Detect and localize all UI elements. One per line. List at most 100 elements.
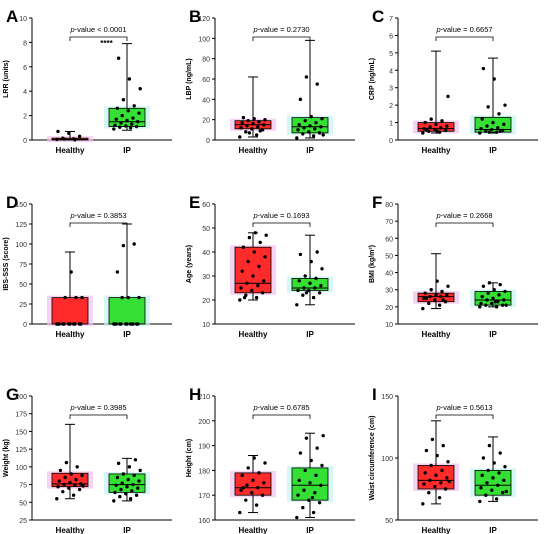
data-point bbox=[251, 122, 255, 126]
data-point bbox=[77, 134, 82, 139]
data-point bbox=[240, 269, 244, 273]
data-point bbox=[239, 286, 243, 290]
y-tick-label: 60 bbox=[385, 236, 393, 243]
data-point bbox=[120, 113, 124, 118]
y-tick-label: 200 bbox=[198, 419, 210, 426]
x-category-label: Healthy bbox=[56, 526, 85, 534]
data-point bbox=[121, 243, 126, 248]
y-tick-label: 75 bbox=[19, 483, 27, 490]
data-point bbox=[314, 276, 318, 281]
significance-bracket bbox=[69, 222, 128, 227]
data-point bbox=[428, 125, 432, 129]
data-point bbox=[427, 491, 431, 495]
y-tick-label: 30 bbox=[385, 288, 393, 295]
data-point bbox=[132, 104, 136, 108]
data-point bbox=[422, 482, 426, 486]
data-point bbox=[428, 294, 432, 299]
panel-e: E 10 20 30 40 50 60 Age (years) Healthy IP p-value… bbox=[186, 193, 355, 339]
data-point bbox=[112, 127, 116, 131]
data-point bbox=[427, 129, 431, 133]
x-category-label: Healthy bbox=[422, 330, 451, 339]
y-tick-label: 10 bbox=[202, 322, 210, 329]
data-point bbox=[480, 473, 484, 478]
y-tick-label: 190 bbox=[198, 444, 210, 451]
data-point bbox=[491, 120, 495, 125]
panel-letter: G bbox=[6, 385, 19, 404]
data-point bbox=[307, 498, 311, 502]
x-category-label: IP bbox=[489, 330, 497, 339]
data-point bbox=[251, 478, 255, 483]
data-point bbox=[125, 118, 129, 123]
data-point bbox=[478, 499, 482, 504]
significance-stars: **** bbox=[100, 39, 113, 48]
data-point bbox=[498, 282, 502, 287]
data-point bbox=[298, 252, 303, 257]
data-point bbox=[443, 128, 448, 133]
data-point bbox=[492, 77, 496, 81]
data-point bbox=[80, 473, 84, 478]
data-point bbox=[490, 301, 494, 306]
data-point bbox=[262, 123, 266, 127]
y-tick-label: 0 bbox=[389, 138, 393, 145]
data-point bbox=[434, 473, 438, 478]
data-point bbox=[481, 284, 486, 288]
panel-b: B 0 20 40 60 80 100 120 LBP (ng/mL) Healthy IP p-va… bbox=[186, 7, 355, 155]
data-point bbox=[79, 482, 83, 486]
data-point bbox=[252, 456, 256, 460]
data-point bbox=[256, 283, 260, 288]
data-point bbox=[260, 291, 265, 295]
y-tick-label: 7 bbox=[389, 16, 393, 23]
data-point bbox=[250, 127, 254, 131]
data-point bbox=[245, 483, 249, 487]
data-point bbox=[486, 468, 490, 473]
box-iqr bbox=[234, 246, 272, 294]
data-point bbox=[310, 495, 315, 500]
data-point bbox=[69, 270, 73, 274]
data-point bbox=[434, 293, 438, 297]
y-tick-label: 50 bbox=[19, 282, 27, 289]
y-tick-label: 5 bbox=[389, 51, 393, 58]
data-point bbox=[440, 468, 444, 473]
data-point bbox=[321, 133, 325, 137]
data-point bbox=[321, 433, 325, 438]
data-point bbox=[137, 111, 141, 115]
data-point bbox=[494, 497, 499, 501]
panel-letter: H bbox=[189, 385, 201, 404]
data-point bbox=[493, 300, 498, 304]
data-point bbox=[480, 294, 484, 299]
box-iqr bbox=[108, 297, 146, 325]
data-point bbox=[492, 288, 496, 292]
y-tick-label: 150 bbox=[381, 394, 393, 401]
data-point bbox=[486, 291, 490, 295]
data-point bbox=[422, 296, 426, 300]
y-tick-label: 60 bbox=[202, 77, 210, 84]
data-point bbox=[256, 486, 260, 490]
x-category-label: IP bbox=[489, 526, 497, 534]
x-category-label: IP bbox=[123, 146, 131, 155]
data-point bbox=[503, 289, 507, 294]
data-point bbox=[114, 117, 118, 121]
data-point bbox=[120, 481, 124, 485]
y-axis-label: Height (cm) bbox=[186, 439, 193, 478]
data-point bbox=[295, 136, 299, 140]
data-point bbox=[263, 255, 267, 259]
data-point bbox=[314, 121, 318, 125]
y-tick-label: 50 bbox=[202, 226, 210, 233]
data-point bbox=[490, 488, 494, 492]
y-tick-label: 70 bbox=[385, 219, 393, 226]
x-category-label: IP bbox=[123, 526, 131, 534]
data-point bbox=[311, 134, 316, 138]
p-value-label: p-value = 0.2730 bbox=[252, 25, 309, 34]
data-point bbox=[502, 122, 506, 127]
data-point bbox=[421, 502, 425, 506]
data-point bbox=[491, 296, 495, 300]
y-tick-label: 1 bbox=[389, 121, 393, 128]
data-point bbox=[479, 486, 483, 490]
panel-h: H 160 170 180 190 200 210 Height (cm) Healthy IP p… bbox=[186, 385, 355, 534]
p-value-label: p-value = 0.1693 bbox=[252, 211, 309, 220]
data-point bbox=[125, 484, 129, 489]
data-point bbox=[114, 483, 118, 487]
data-point bbox=[74, 477, 78, 482]
data-point bbox=[295, 303, 299, 307]
